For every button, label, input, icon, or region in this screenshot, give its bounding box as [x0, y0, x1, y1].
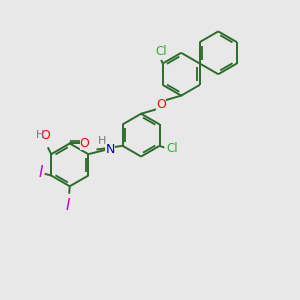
Text: N: N: [105, 143, 115, 156]
Text: O: O: [40, 129, 50, 142]
Text: H: H: [36, 130, 44, 140]
Text: Cl: Cl: [166, 142, 178, 155]
Text: I: I: [39, 165, 43, 180]
Text: O: O: [80, 137, 89, 150]
Text: Cl: Cl: [155, 45, 167, 58]
Text: I: I: [66, 198, 70, 213]
Text: O: O: [156, 98, 166, 111]
Text: H: H: [98, 136, 106, 146]
